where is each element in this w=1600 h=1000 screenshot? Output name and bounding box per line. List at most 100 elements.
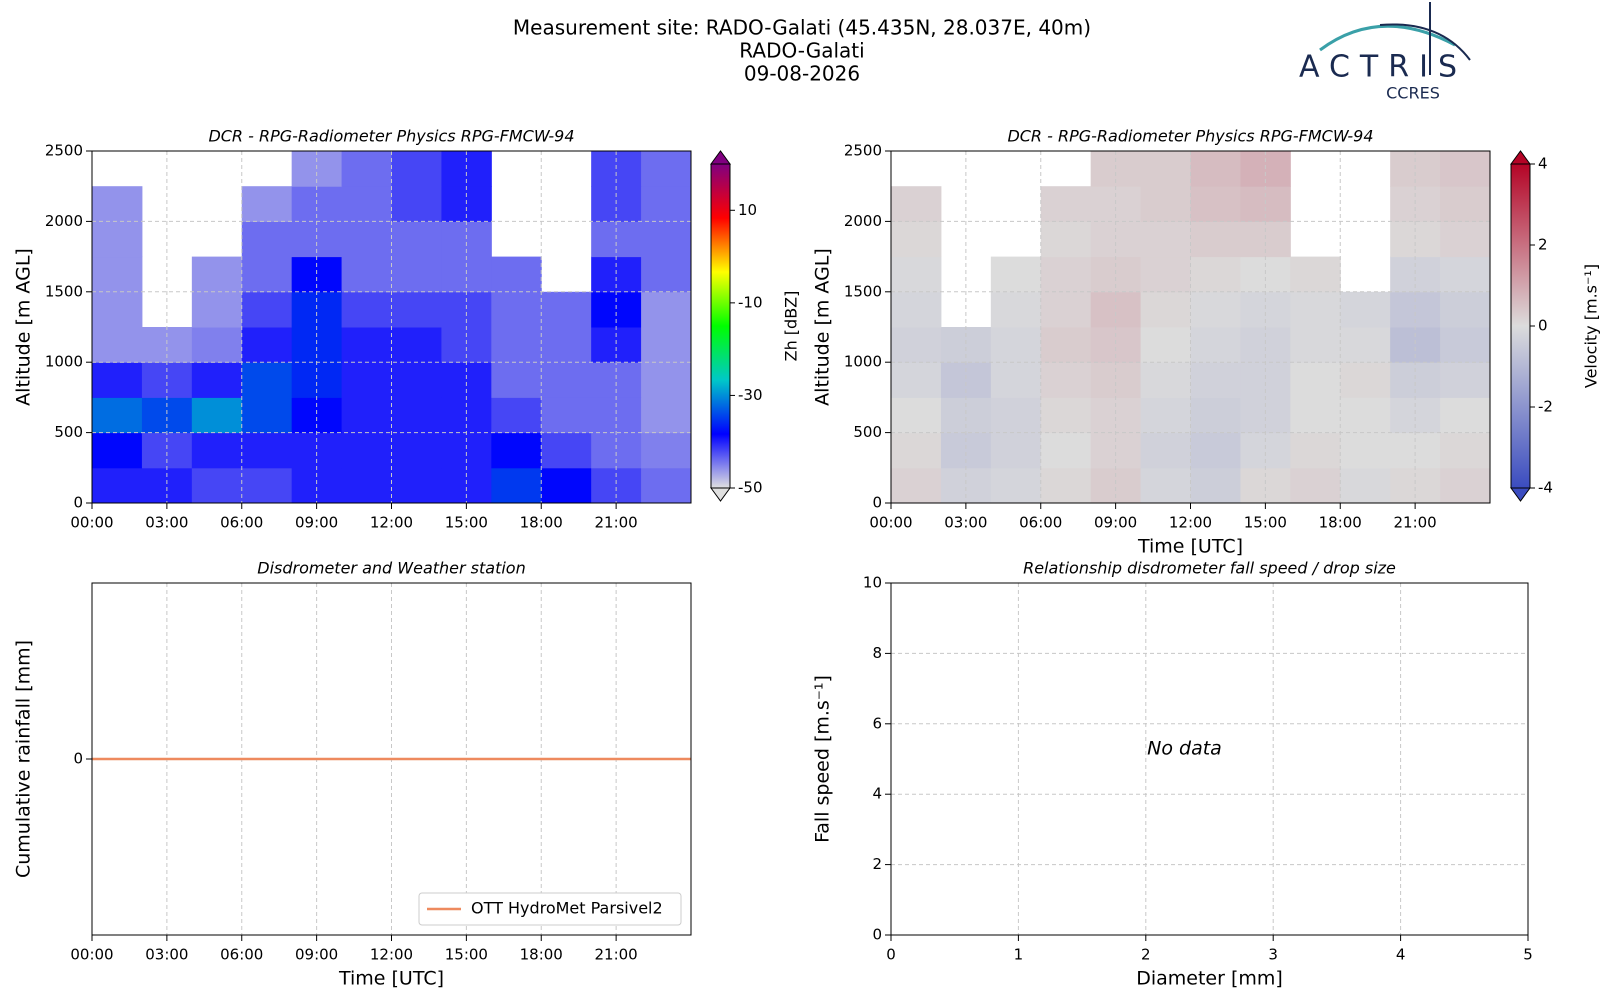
heatmap-cell <box>990 467 1042 504</box>
x-tick-label: 12:00 <box>1169 514 1212 532</box>
heatmap-cell <box>1040 467 1092 504</box>
x-axis-label: Time [UTC] <box>1137 536 1243 558</box>
heatmap-cell <box>1340 291 1391 328</box>
heatmap-cell <box>641 151 692 187</box>
heatmap-cell <box>1190 151 1241 187</box>
x-tick-label: 4 <box>1396 946 1406 964</box>
heatmap-cell <box>541 397 592 434</box>
colorbar-label: Velocity [m.s⁻¹] <box>1582 264 1600 388</box>
heatmap-cell <box>641 397 692 434</box>
plot-area <box>92 151 692 504</box>
heatmap-cell <box>241 291 293 328</box>
heatmap-cell <box>491 397 542 434</box>
heatmap-cell <box>1140 467 1191 504</box>
heatmap-cell <box>641 327 692 363</box>
y-tick-label: 10 <box>863 574 882 592</box>
x-tick-label: 09:00 <box>295 514 338 532</box>
heatmap-cell <box>92 221 143 258</box>
x-tick-label: 06:00 <box>220 946 263 964</box>
colorbar-tick-label: 10 <box>738 201 757 219</box>
heatmap-cell <box>241 432 293 469</box>
x-tick-label: 0 <box>886 946 896 964</box>
heatmap-cell <box>541 467 592 504</box>
logo-arc <box>1319 24 1456 52</box>
colorbar-frame <box>710 163 731 489</box>
heatmap-cell <box>1140 221 1191 258</box>
x-tick-label: 21:00 <box>1394 514 1437 532</box>
heatmap-cell <box>541 327 592 363</box>
y-tick-label: 0 <box>73 750 83 768</box>
heatmap-cell <box>1140 397 1191 434</box>
heatmap-cell <box>1140 151 1191 187</box>
y-axis-label: Cumulative rainfall [mm] <box>13 640 35 878</box>
heatmap-cell <box>341 291 392 328</box>
heatmap-cell <box>1140 256 1191 293</box>
y-tick-label: 1000 <box>844 353 882 371</box>
colorbar-tick-label: 2 <box>1538 236 1548 254</box>
colorbar-tick-label: -2 <box>1538 398 1553 416</box>
heatmap-cell <box>891 467 942 504</box>
y-tick-label: 1000 <box>45 353 83 371</box>
heatmap-cell <box>1140 291 1191 328</box>
heatmap-cell <box>891 397 942 434</box>
heatmap-cell <box>990 432 1042 469</box>
heatmap-cell <box>641 256 692 293</box>
heatmap-cell <box>241 467 293 504</box>
heatmap-cell <box>1190 221 1241 258</box>
x-tick-label: 1 <box>1014 946 1024 964</box>
chart: DCR - RPG-Radiometer Physics RPG-FMCW-94… <box>13 127 801 532</box>
x-tick-label: 12:00 <box>370 514 413 532</box>
heatmap-cell <box>891 186 942 222</box>
y-tick-label: 2000 <box>844 212 882 230</box>
heatmap-cell <box>92 327 143 363</box>
heatmap-cell <box>1190 291 1241 328</box>
heatmap-cell <box>1040 327 1092 363</box>
heatmap-cell <box>191 291 243 328</box>
heatmap-cell <box>1190 256 1241 293</box>
logo-text: ACTRIS <box>1299 50 1467 85</box>
x-tick-label: 3 <box>1268 946 1278 964</box>
heatmap-cell <box>341 467 392 504</box>
y-tick-label: 500 <box>853 423 882 441</box>
heatmap-cell <box>491 467 542 504</box>
y-tick-label: 1500 <box>844 282 882 300</box>
heatmap-cell <box>191 256 243 293</box>
x-tick-label: 18:00 <box>520 514 563 532</box>
colorbar-tick-label: 0 <box>1538 317 1548 335</box>
heatmap-cell <box>241 327 293 363</box>
heatmap-cell <box>391 467 442 504</box>
colorbar-tick-label: -10 <box>738 293 763 311</box>
heatmap-cell <box>92 397 143 434</box>
x-tick-label: 03:00 <box>145 514 188 532</box>
heatmap-cell <box>341 221 392 258</box>
heatmap-cell <box>92 432 143 469</box>
heatmap-cell <box>92 186 143 222</box>
chart: Disdrometer and Weather station 00:00 03:0… <box>13 559 692 990</box>
heatmap-cell <box>391 291 442 328</box>
heatmap-cell <box>1440 467 1491 504</box>
y-tick-label: 2000 <box>45 212 83 230</box>
x-tick-label: 15:00 <box>1244 514 1287 532</box>
heatmap-cell <box>391 327 442 363</box>
heatmap-cell <box>641 362 692 398</box>
heatmap-cell <box>1340 362 1391 398</box>
x-tick-label: 15:00 <box>445 514 488 532</box>
heatmap-cell <box>891 256 942 293</box>
heatmap-cell <box>1440 256 1491 293</box>
y-axis-label: Fall speed [m.s⁻¹] <box>812 675 834 843</box>
colorbar <box>1511 164 1530 488</box>
heatmap-cell <box>491 327 542 363</box>
heatmap-cell <box>641 467 692 504</box>
heatmap-cell <box>1190 432 1241 469</box>
chart: DCR - RPG-Radiometer Physics RPG-FMCW-94… <box>812 127 1600 558</box>
heatmap-cell <box>1190 467 1241 504</box>
chart-title: DCR - RPG-Radiometer Physics RPG-FMCW-94 <box>208 127 574 146</box>
heatmap-cell <box>92 256 143 293</box>
heatmap-cell <box>541 432 592 469</box>
heatmap-cell <box>191 397 243 434</box>
heatmap-cell <box>391 256 442 293</box>
heatmap-cell <box>1440 432 1491 469</box>
heatmap-cell <box>1040 291 1092 328</box>
heatmap-cell <box>391 397 442 434</box>
